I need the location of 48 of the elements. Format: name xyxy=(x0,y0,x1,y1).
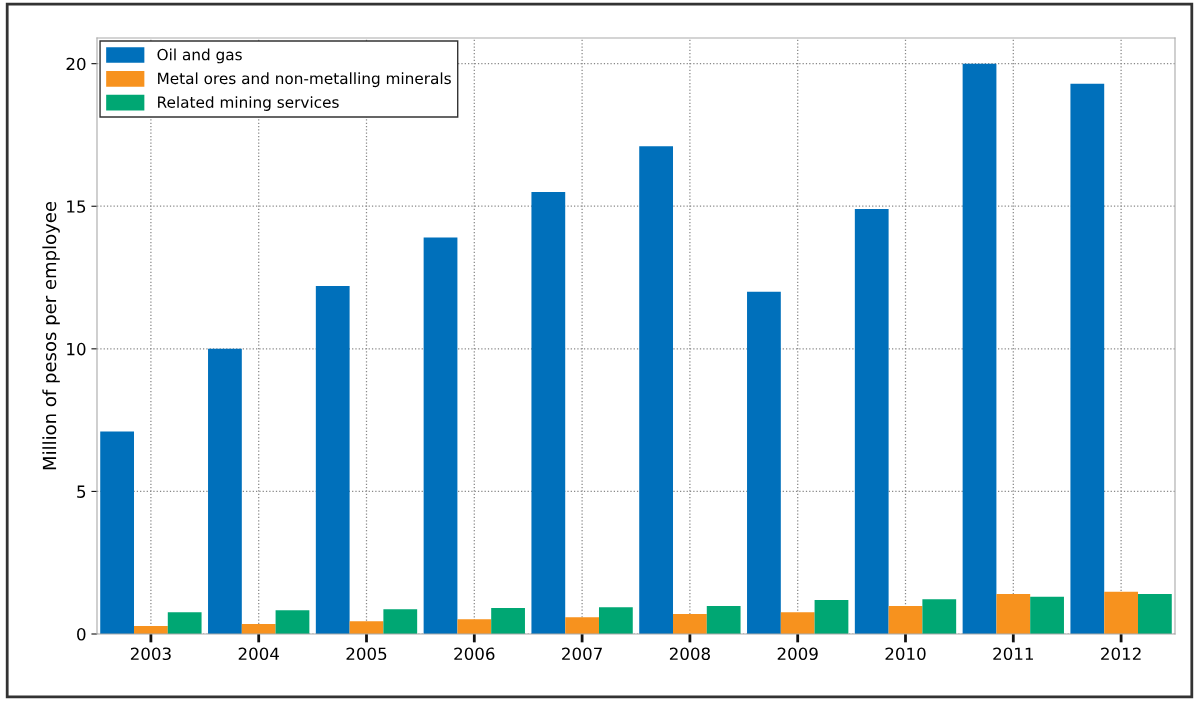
bar xyxy=(565,617,599,634)
bar xyxy=(100,431,135,634)
legend-label: Oil and gas xyxy=(157,48,242,64)
bar xyxy=(457,619,492,634)
x-tick-label: 2008 xyxy=(669,647,710,661)
bar xyxy=(598,607,633,634)
bar xyxy=(962,63,997,634)
bar xyxy=(673,614,707,634)
bar xyxy=(241,624,276,634)
bar xyxy=(531,191,566,634)
bar xyxy=(1030,596,1064,634)
bar xyxy=(1070,83,1105,634)
x-tick-label: 2010 xyxy=(885,647,926,661)
bar xyxy=(854,209,889,634)
bar xyxy=(167,612,202,634)
bar xyxy=(639,146,674,634)
x-tick-label: 2005 xyxy=(346,647,387,661)
bar xyxy=(996,594,1031,634)
legend-label: Metal ores and non-metalling minerals xyxy=(158,72,451,88)
x-tick-label: 2011 xyxy=(993,647,1033,661)
x-tick-label: 2012 xyxy=(1101,647,1141,661)
y-axis-title: Million of pesos per employee xyxy=(42,201,60,470)
x-tick-label: 2009 xyxy=(777,647,818,661)
bar xyxy=(888,606,923,634)
x-tick-label: 2004 xyxy=(238,647,279,661)
bar xyxy=(275,610,310,634)
x-tick-label: 2003 xyxy=(130,647,171,661)
bar xyxy=(1137,594,1172,634)
bar xyxy=(747,291,781,634)
y-tick-label: 5 xyxy=(77,485,86,498)
bar xyxy=(922,599,957,634)
x-tick-label: 2007 xyxy=(562,647,602,661)
bar xyxy=(780,612,815,634)
bar xyxy=(315,286,350,634)
y-tick-label: 20 xyxy=(66,57,86,71)
bar xyxy=(706,606,741,634)
y-tick-label: 10 xyxy=(67,342,86,356)
bar xyxy=(208,348,242,634)
y-tick-label: 15 xyxy=(67,200,86,213)
legend-label: Related mining services xyxy=(158,96,339,111)
x-tick-label: 2006 xyxy=(454,647,495,661)
bar xyxy=(814,600,849,634)
bar xyxy=(349,621,384,634)
bar xyxy=(423,237,458,634)
bar xyxy=(1104,591,1138,634)
bar xyxy=(491,608,525,634)
bar xyxy=(383,609,418,634)
y-tick-label: 0 xyxy=(77,627,86,641)
